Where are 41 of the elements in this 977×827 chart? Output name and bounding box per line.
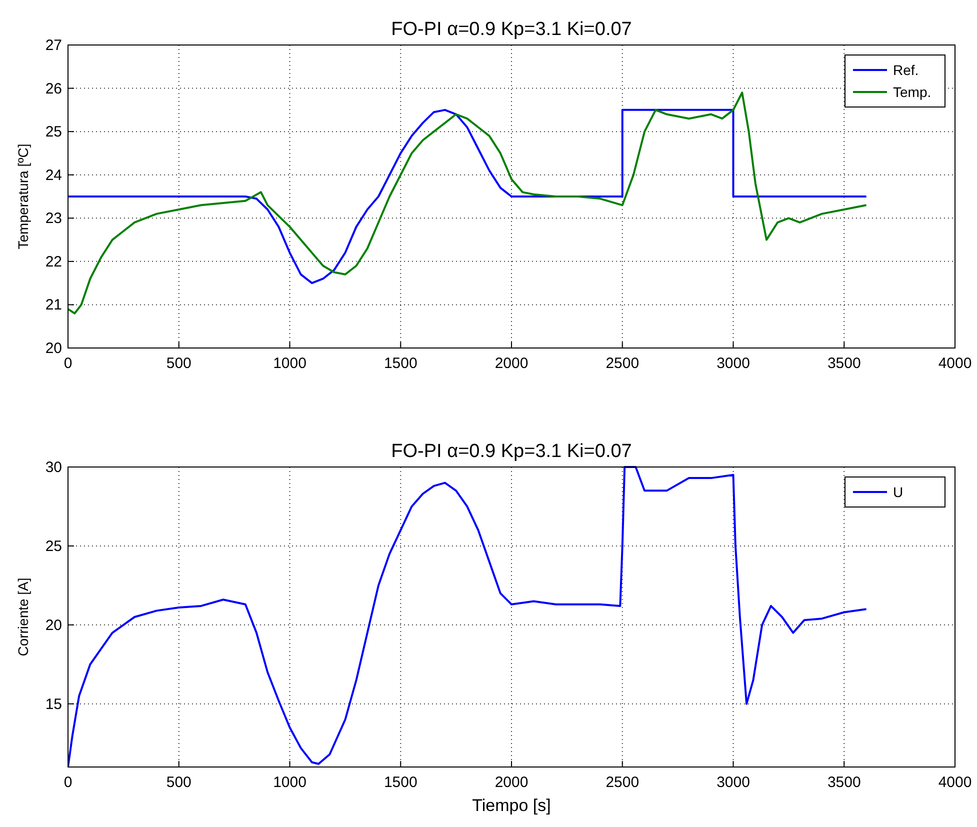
y-tick-label: 23 xyxy=(45,210,62,228)
legend-label: Ref. xyxy=(893,62,919,78)
y-tick-label: 20 xyxy=(45,616,62,634)
legend-label: U xyxy=(893,484,904,500)
line-series xyxy=(68,108,868,284)
line-series xyxy=(68,92,868,314)
x-tick-label: 0 xyxy=(64,774,72,791)
y-tick-label: 20 xyxy=(45,340,62,357)
x-tick-label: 2500 xyxy=(606,355,640,372)
x-tick-label: 500 xyxy=(166,355,192,372)
y-axis-title: Corriente [A] xyxy=(15,578,31,656)
x-tick-label: 3500 xyxy=(827,355,861,372)
y-axis-title: Temperatura [ºC] xyxy=(15,144,31,250)
y-tick-label: 25 xyxy=(45,538,62,555)
y-tick-label: 30 xyxy=(45,459,62,476)
chart-title: FO-PI α=0.9 Kp=3.1 Ki=0.07 xyxy=(391,441,632,462)
y-tick-label: 22 xyxy=(45,253,62,270)
y-tick-label: 26 xyxy=(45,80,62,98)
x-tick-label: 1500 xyxy=(384,355,418,372)
chart-title: FO-PI α=0.9 Kp=3.1 Ki=0.07 xyxy=(391,19,632,40)
y-tick-label: 21 xyxy=(45,296,62,314)
x-tick-label: 1000 xyxy=(273,774,306,791)
x-tick-label: 3000 xyxy=(716,774,750,791)
x-axis-title: Tiempo [s] xyxy=(472,796,551,815)
y-tick-label: 27 xyxy=(45,37,62,54)
x-tick-label: 2500 xyxy=(606,774,640,791)
legend-label: Temp. xyxy=(893,84,932,100)
x-tick-label: 0 xyxy=(64,355,72,372)
x-tick-label: 3000 xyxy=(716,355,750,372)
x-tick-label: 500 xyxy=(166,774,192,791)
x-tick-label: 1000 xyxy=(273,355,306,372)
x-tick-label: 2000 xyxy=(494,774,528,791)
x-tick-label: 4000 xyxy=(938,355,972,372)
x-tick-label: 1500 xyxy=(384,774,418,791)
line-series xyxy=(68,466,868,768)
y-tick-label: 15 xyxy=(45,696,62,713)
x-tick-label: 3500 xyxy=(827,774,861,791)
x-tick-label: 4000 xyxy=(938,774,972,791)
y-tick-label: 24 xyxy=(45,166,62,184)
x-tick-label: 2000 xyxy=(494,355,528,372)
y-tick-label: 25 xyxy=(45,124,62,141)
